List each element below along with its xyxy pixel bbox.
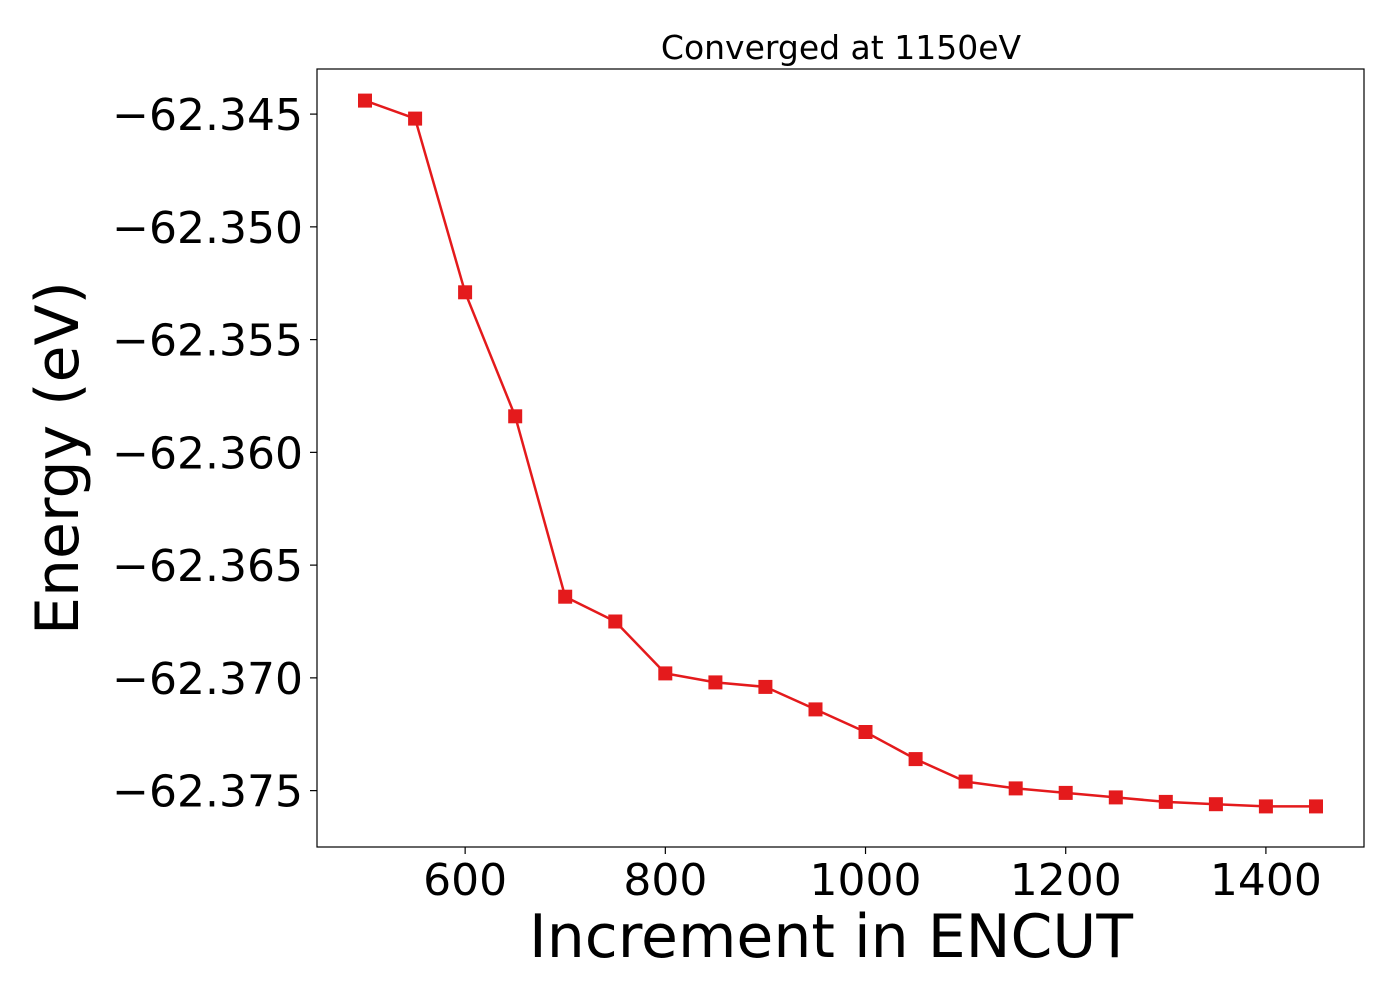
data-point-marker [758,679,773,694]
x-tick-label: 1200 [1010,855,1122,906]
data-point-marker [1058,785,1073,800]
data-point-marker [1258,799,1273,814]
data-point-marker [1158,794,1173,809]
data-point-marker [558,589,573,604]
labels-layer: Converged at 1150eV Increment in ENCUT E… [23,28,1133,972]
y-axis-title: Energy (eV) [23,281,93,635]
y-tick-label: −62.345 [112,90,303,141]
data-point-marker [608,614,623,629]
y-tick-label: −62.375 [112,767,303,818]
y-tick-label: −62.360 [112,428,303,479]
x-tick-label: 600 [423,855,507,906]
y-tick-label: −62.370 [112,654,303,705]
data-point-marker [1008,781,1023,796]
x-tick-label: 800 [623,855,707,906]
series-layer [358,93,1323,814]
data-point-marker [508,409,523,424]
x-tick-label: 1000 [810,855,922,906]
axes-layer: 600 800 1000 1200 1400 −62.345 −62.350 −62.355 −… [112,68,1365,906]
data-point-marker [658,666,673,681]
data-point-marker [408,111,423,126]
x-axis-title: Increment in ENCUT [529,902,1133,972]
data-point-marker [808,702,823,717]
x-tick-label: 1400 [1210,855,1322,906]
chart-title: Converged at 1150eV [661,28,1022,67]
data-point-marker [908,752,923,767]
data-point-marker [1208,797,1223,812]
y-tick-label: −62.350 [112,203,303,254]
data-point-marker [858,725,873,739]
data-point-marker [358,93,372,108]
data-point-marker [708,675,723,690]
plot-frame [316,68,1365,848]
series-line [364,99,1316,808]
y-tick-label: −62.365 [112,541,303,592]
data-point-marker [458,285,473,300]
data-point-marker [958,774,973,789]
data-point-marker [1309,799,1323,814]
data-point-marker [1108,790,1123,805]
y-tick-label: −62.355 [112,316,303,367]
